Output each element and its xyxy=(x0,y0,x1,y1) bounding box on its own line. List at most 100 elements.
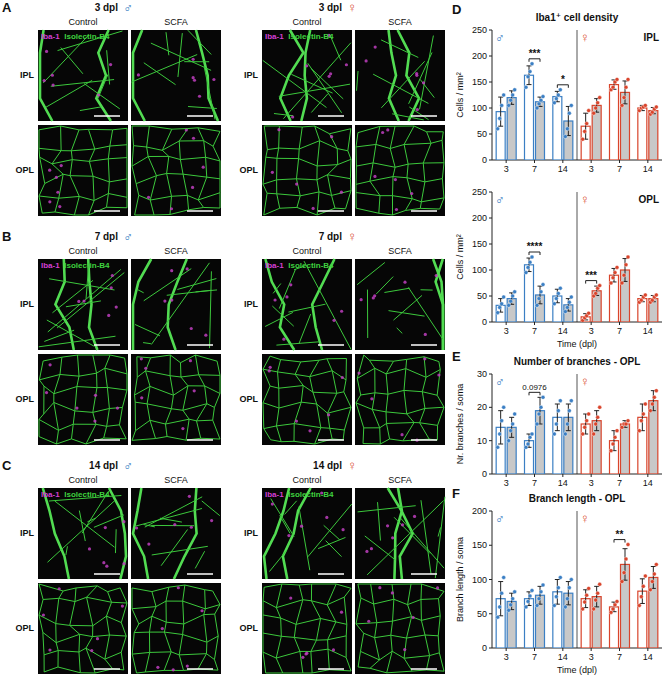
microglia xyxy=(111,274,114,277)
capillary xyxy=(161,530,187,566)
y-axis-title: Cells / mm² xyxy=(455,72,465,118)
chart: FBranch length - OPL050100150200Branch l… xyxy=(452,486,662,675)
capillary xyxy=(372,409,386,411)
microglia xyxy=(300,525,303,528)
microglia xyxy=(312,207,315,210)
capillary xyxy=(316,166,317,180)
capillary xyxy=(143,343,151,344)
capillary xyxy=(361,598,374,604)
data-point xyxy=(594,598,598,602)
capillary xyxy=(328,393,337,413)
error-line xyxy=(557,580,558,605)
capillary xyxy=(263,369,278,372)
data-point xyxy=(587,109,591,113)
microglia xyxy=(367,620,370,623)
capillary xyxy=(39,599,43,615)
microglia xyxy=(185,128,188,131)
x-tick xyxy=(591,474,592,477)
data-point xyxy=(648,588,652,592)
capillary xyxy=(392,177,393,196)
micrograph-background xyxy=(131,30,221,121)
bar xyxy=(610,607,619,648)
capillary xyxy=(263,601,264,615)
group-divider xyxy=(577,30,578,160)
capillary xyxy=(61,126,79,130)
y-tick xyxy=(489,545,492,546)
capillary xyxy=(404,369,406,391)
capillary xyxy=(105,635,110,659)
data-point xyxy=(552,101,556,105)
error-bar xyxy=(583,590,588,608)
bar xyxy=(638,299,647,322)
capillary xyxy=(296,618,321,624)
x-tick-label: 3 xyxy=(504,652,509,662)
x-tick xyxy=(562,322,563,325)
significance-bracket xyxy=(529,252,540,255)
capillary xyxy=(420,423,430,439)
capillary xyxy=(110,130,113,146)
data-point xyxy=(639,595,643,599)
capillary xyxy=(386,412,407,414)
capillary xyxy=(127,197,128,207)
error-bar xyxy=(594,99,599,113)
capillary xyxy=(276,408,279,426)
y-axis xyxy=(492,374,493,474)
capillary xyxy=(198,128,220,132)
microglia xyxy=(304,652,307,655)
capillary xyxy=(98,74,108,98)
capillary xyxy=(423,162,444,163)
error-bar xyxy=(509,293,514,304)
data-point xyxy=(650,402,654,406)
capillary xyxy=(312,584,337,585)
data-point xyxy=(587,412,591,416)
x-axis xyxy=(492,648,662,649)
group-header: 7 dpl xyxy=(319,231,343,242)
capillary xyxy=(39,419,58,430)
capillary xyxy=(135,386,150,395)
capillary xyxy=(213,146,220,161)
microglia xyxy=(374,45,377,48)
capillary xyxy=(346,191,351,209)
capillary xyxy=(71,149,94,151)
capillary xyxy=(357,71,359,91)
capillary xyxy=(427,131,444,132)
data-point xyxy=(622,273,626,277)
microglia xyxy=(161,627,164,630)
data-point xyxy=(509,299,513,303)
capillary xyxy=(317,175,328,180)
capillary xyxy=(348,151,351,160)
micrograph xyxy=(262,354,352,445)
capillary xyxy=(166,601,183,602)
stain-label: Iba-1 xyxy=(41,261,60,270)
capillary xyxy=(299,159,318,166)
capillary xyxy=(294,424,321,428)
scale-bar xyxy=(94,439,120,441)
capillary xyxy=(324,525,340,540)
capillary xyxy=(48,500,115,562)
capillary xyxy=(392,196,393,215)
capillary xyxy=(87,597,93,626)
capillary xyxy=(422,392,425,409)
capillary xyxy=(371,584,374,604)
capillary xyxy=(421,182,425,202)
error-cap xyxy=(555,430,560,431)
capillary xyxy=(39,196,59,198)
microglia xyxy=(48,169,51,172)
capillary xyxy=(438,407,444,425)
data-point xyxy=(563,605,567,609)
data-group xyxy=(496,389,659,474)
error-cap xyxy=(623,548,628,549)
capillary xyxy=(407,178,425,182)
capillary xyxy=(144,269,192,301)
y-tick xyxy=(489,613,492,614)
panel-letter: C xyxy=(2,458,12,473)
micrograph xyxy=(355,354,445,445)
row-label: OPL xyxy=(239,165,258,175)
capillary xyxy=(187,195,188,209)
capillary xyxy=(169,585,185,587)
microglia xyxy=(122,520,125,523)
capillary xyxy=(202,501,220,516)
y-tick-label: 250 xyxy=(472,187,487,197)
capillary xyxy=(273,284,281,294)
capillary xyxy=(390,145,404,149)
